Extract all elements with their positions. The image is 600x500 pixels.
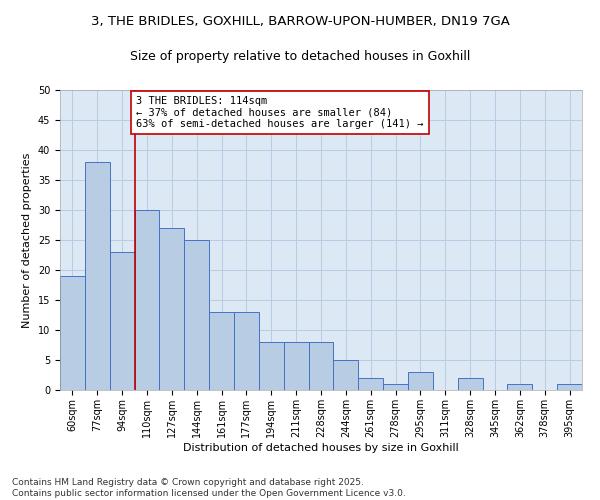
Bar <box>383 384 408 390</box>
Bar <box>60 276 85 390</box>
Text: 3, THE BRIDLES, GOXHILL, BARROW-UPON-HUMBER, DN19 7GA: 3, THE BRIDLES, GOXHILL, BARROW-UPON-HUM… <box>91 15 509 28</box>
Bar <box>308 342 334 390</box>
Bar <box>259 342 284 390</box>
Bar <box>458 378 482 390</box>
Bar <box>334 360 358 390</box>
Bar <box>184 240 209 390</box>
Bar <box>557 384 582 390</box>
Y-axis label: Number of detached properties: Number of detached properties <box>22 152 32 328</box>
Text: 3 THE BRIDLES: 114sqm
← 37% of detached houses are smaller (84)
63% of semi-deta: 3 THE BRIDLES: 114sqm ← 37% of detached … <box>136 96 424 129</box>
Bar <box>408 372 433 390</box>
Text: Size of property relative to detached houses in Goxhill: Size of property relative to detached ho… <box>130 50 470 63</box>
X-axis label: Distribution of detached houses by size in Goxhill: Distribution of detached houses by size … <box>183 442 459 452</box>
Text: Contains HM Land Registry data © Crown copyright and database right 2025.
Contai: Contains HM Land Registry data © Crown c… <box>12 478 406 498</box>
Bar <box>110 252 134 390</box>
Bar <box>160 228 184 390</box>
Bar <box>234 312 259 390</box>
Bar <box>209 312 234 390</box>
Bar <box>358 378 383 390</box>
Bar <box>134 210 160 390</box>
Bar <box>284 342 308 390</box>
Bar <box>508 384 532 390</box>
Bar <box>85 162 110 390</box>
